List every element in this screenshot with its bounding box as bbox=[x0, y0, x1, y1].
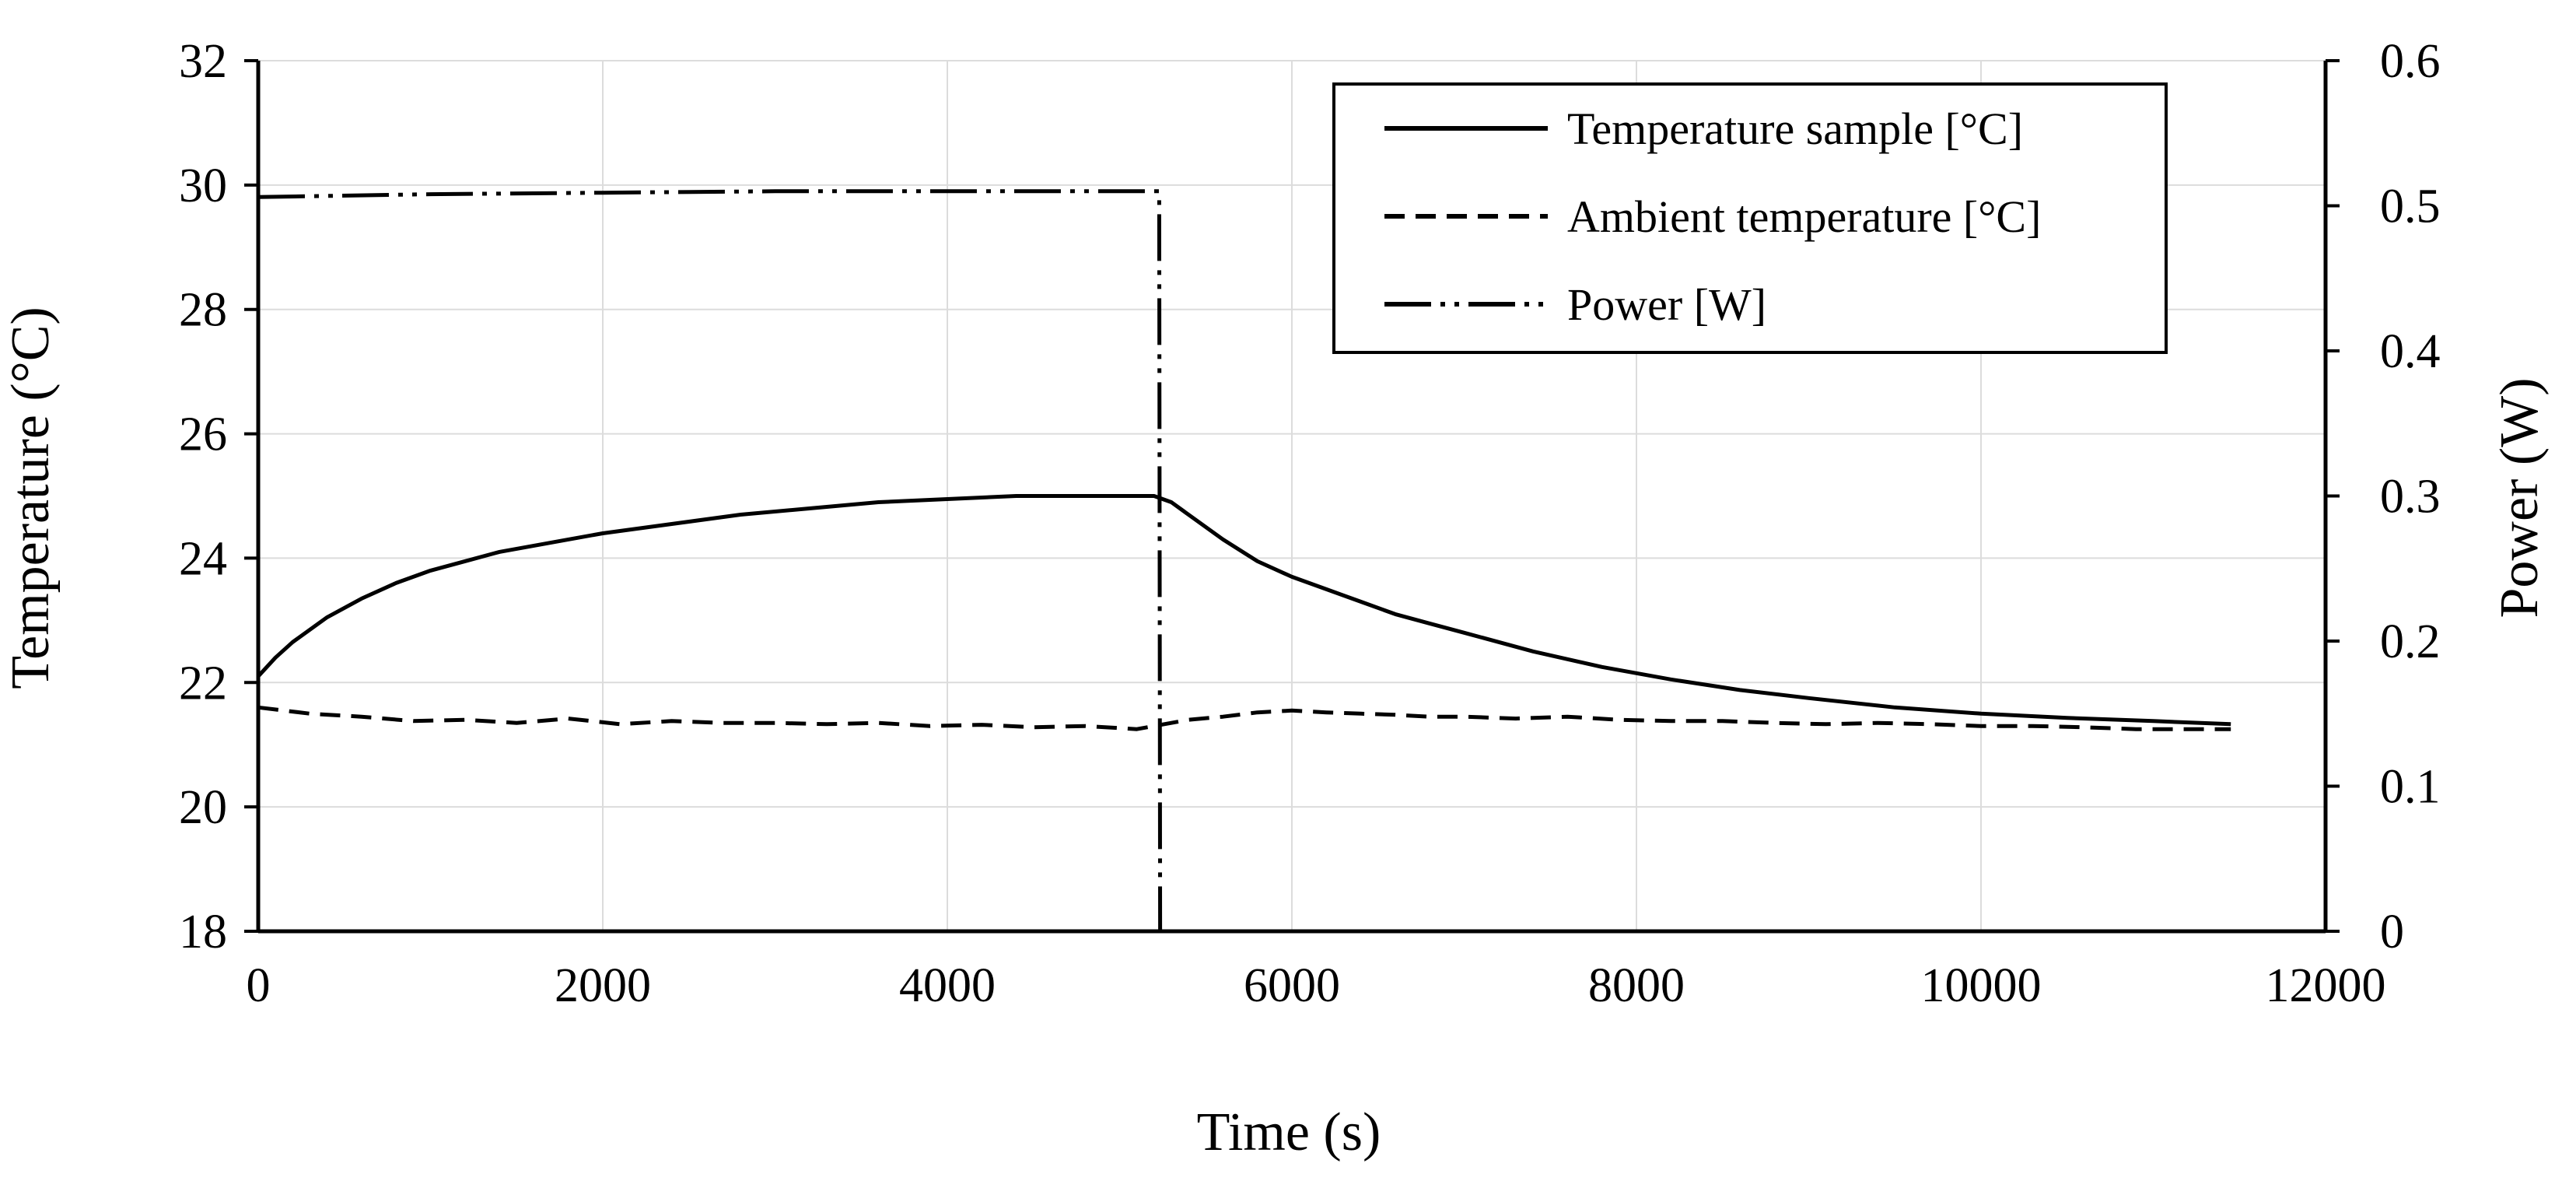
x-tick-label: 4000 bbox=[899, 959, 996, 1012]
left-y-ticks: 18 20 22 24 26 28 30 32 bbox=[179, 35, 258, 958]
legend-label-ambient-temperature: Ambient temperature [°C] bbox=[1567, 191, 2041, 242]
legend-entry-ambient-temperature: Ambient temperature [°C] bbox=[1384, 191, 2041, 242]
legend: Temperature sample [°C] Ambient temperat… bbox=[1332, 82, 2168, 354]
legend-label-temperature-sample: Temperature sample [°C] bbox=[1567, 103, 2023, 154]
left-y-tick-label: 24 bbox=[179, 532, 227, 585]
left-y-tick-label: 22 bbox=[179, 657, 227, 710]
x-axis-title: Time (s) bbox=[1197, 1102, 1381, 1162]
legend-entry-power: Power [W] bbox=[1384, 279, 1766, 330]
left-y-axis-title: Temperature (°C) bbox=[1, 307, 61, 689]
x-tick-label: 8000 bbox=[1588, 959, 1685, 1012]
legend-label-power: Power [W] bbox=[1567, 279, 1766, 330]
left-y-tick-label: 18 bbox=[179, 906, 227, 958]
x-tick-label: 6000 bbox=[1244, 959, 1340, 1012]
x-tick-label: 10000 bbox=[1921, 959, 2042, 1012]
x-ticks: 0 2000 4000 6000 8000 10000 12000 bbox=[247, 959, 2386, 1012]
right-y-tick-label: 0.3 bbox=[2380, 471, 2441, 524]
right-y-tick-label: 0 bbox=[2380, 906, 2404, 958]
right-y-ticks: 0 0.1 0.2 0.3 0.4 0.5 0.6 bbox=[2326, 35, 2441, 958]
right-y-axis-title: Power (W) bbox=[2490, 377, 2550, 618]
right-y-tick-label: 0.5 bbox=[2380, 180, 2441, 233]
right-y-tick-label: 0.6 bbox=[2380, 35, 2441, 88]
legend-entry-temperature-sample: Temperature sample [°C] bbox=[1384, 103, 2023, 154]
left-y-tick-label: 20 bbox=[179, 781, 227, 834]
series-temperature-sample bbox=[257, 494, 2231, 727]
left-y-tick-label: 26 bbox=[179, 408, 227, 461]
right-y-tick-label: 0.4 bbox=[2380, 325, 2441, 378]
left-y-tick-label: 30 bbox=[179, 159, 227, 212]
left-y-tick-label: 28 bbox=[179, 284, 227, 337]
x-tick-label: 12000 bbox=[2266, 959, 2386, 1012]
x-tick-label: 2000 bbox=[555, 959, 651, 1012]
left-y-tick-label: 32 bbox=[179, 35, 227, 88]
right-y-tick-label: 0.2 bbox=[2380, 615, 2441, 668]
right-y-tick-label: 0.1 bbox=[2380, 761, 2441, 814]
series-ambient-temperature bbox=[257, 705, 2231, 731]
x-tick-label: 0 bbox=[247, 959, 271, 1012]
